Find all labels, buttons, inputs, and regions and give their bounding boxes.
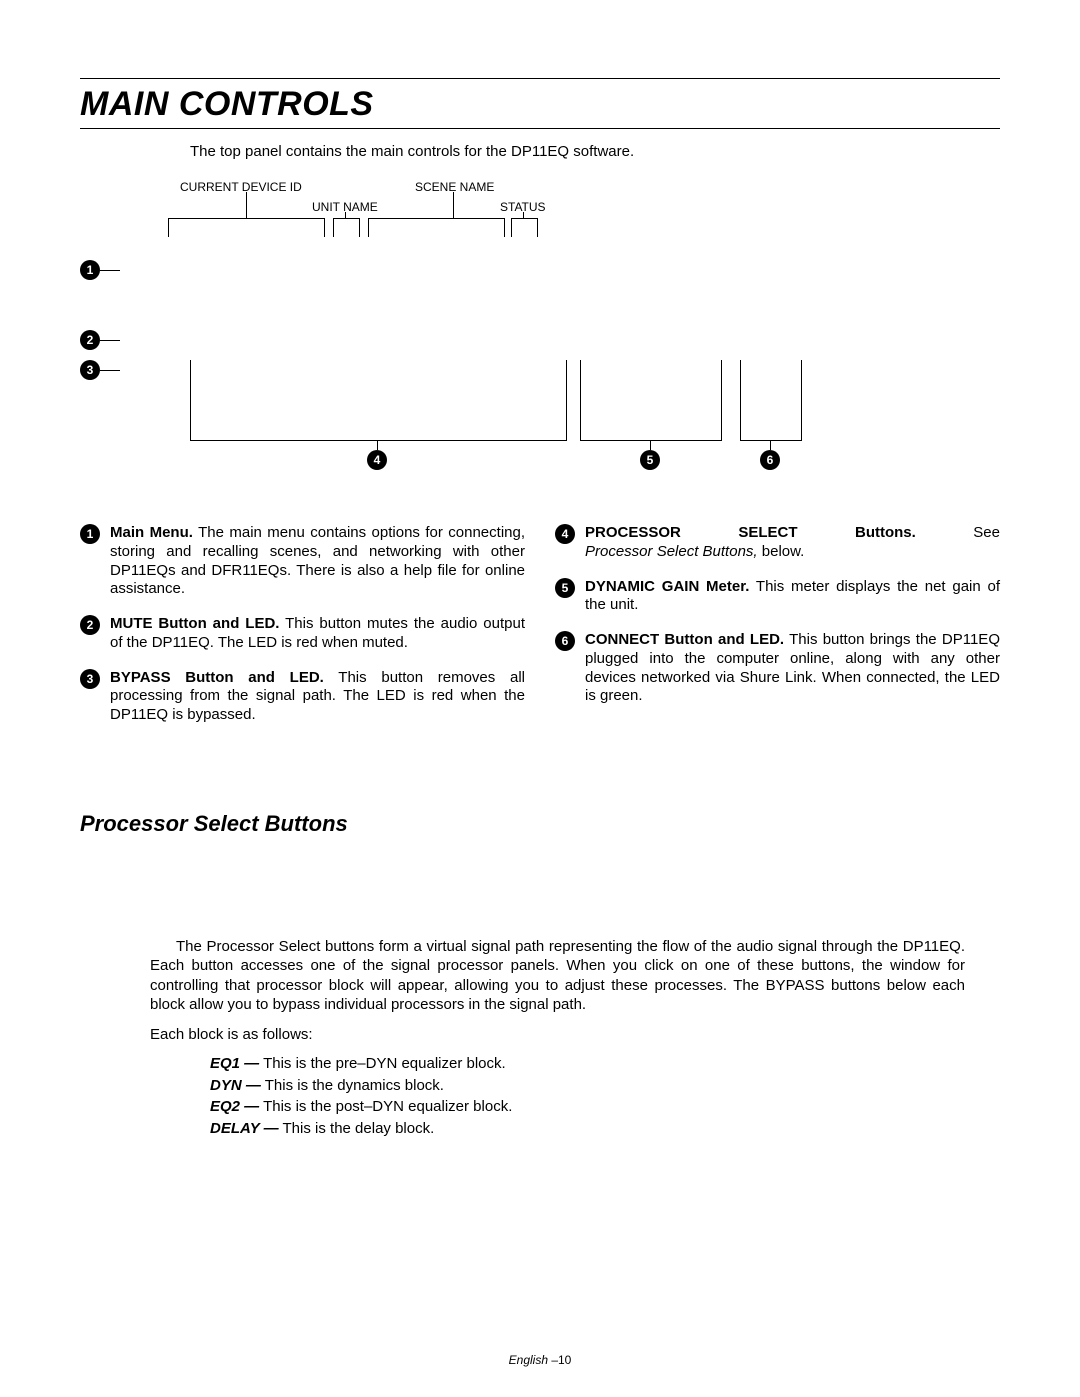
bracket-unit-name: [333, 218, 360, 237]
descriptions-left: 1 Main Menu. The main menu contains opti…: [80, 524, 525, 741]
subsection-body: The Processor Select buttons form a virt…: [150, 937, 965, 1139]
desc-title-1: Main Menu.: [110, 524, 193, 541]
block-eq1: EQ1 — This is the pre–DYN equalizer bloc…: [210, 1054, 965, 1074]
badge-5: 5: [640, 450, 660, 470]
desc-badge-5: 5: [555, 578, 575, 598]
desc-item-4: 4 PROCESSOR SELECT Buttons. See Processo…: [555, 524, 1000, 562]
desc-body-4: Processor Select Buttons,: [585, 543, 758, 560]
descriptions-right: 4 PROCESSOR SELECT Buttons. See Processo…: [555, 524, 1000, 741]
desc-tail-4: below.: [758, 543, 805, 560]
badge-3: 3: [80, 360, 100, 380]
block-list: EQ1 — This is the pre–DYN equalizer bloc…: [210, 1054, 965, 1138]
desc-item-2: 2 MUTE Button and LED. This button mutes…: [80, 615, 525, 653]
block-dyn: DYN — This is the dynamics block.: [210, 1076, 965, 1096]
block-delay: DELAY — This is the delay block.: [210, 1119, 965, 1139]
desc-i4-w3: Buttons.: [855, 524, 916, 541]
badge-2: 2: [80, 330, 100, 350]
desc-i4-w4: See: [973, 524, 1000, 543]
desc-item-5: 5 DYNAMIC GAIN Meter. This meter display…: [555, 578, 1000, 616]
desc-badge-3: 3: [80, 669, 100, 689]
block-eq1-name: EQ1 —: [210, 1055, 259, 1072]
desc-title-6: CONNECT Button and LED.: [585, 631, 784, 648]
desc-badge-4: 4: [555, 524, 575, 544]
desc-item-3: 3 BYPASS Button and LED. This button rem…: [80, 669, 525, 725]
intro-text: The top panel contains the main controls…: [190, 143, 1000, 160]
main-title: MAIN CONTROLS: [80, 85, 1000, 129]
desc-badge-6: 6: [555, 631, 575, 651]
block-eq2-desc: This is the post–DYN equalizer block.: [259, 1098, 512, 1115]
desc-i4-w1: PROCESSOR: [585, 524, 681, 541]
block-eq2: EQ2 — This is the post–DYN equalizer blo…: [210, 1097, 965, 1117]
desc-title-2: MUTE Button and LED.: [110, 615, 279, 632]
badge-6: 6: [760, 450, 780, 470]
drop-5: [650, 440, 651, 450]
desc-item-1: 1 Main Menu. The main menu contains opti…: [80, 524, 525, 599]
block-dyn-name: DYN —: [210, 1077, 261, 1094]
bracket-4: [190, 360, 567, 441]
bracket-5: [580, 360, 722, 441]
block-delay-name: DELAY —: [210, 1120, 279, 1137]
badge-4: 4: [367, 450, 387, 470]
badge-1: 1: [80, 260, 100, 280]
bracket-6: [740, 360, 802, 441]
bracket-scene-name: [368, 218, 505, 237]
block-eq2-name: EQ2 —: [210, 1098, 259, 1115]
footer-page: –10: [548, 1353, 571, 1367]
label-device-id: CURRENT DEVICE ID: [180, 180, 302, 194]
block-delay-desc: This is the delay block.: [279, 1120, 435, 1137]
bracket-status: [511, 218, 538, 237]
top-panel-diagram: CURRENT DEVICE ID UNIT NAME SCENE NAME S…: [80, 180, 1000, 510]
desc-title-5: DYNAMIC GAIN Meter.: [585, 578, 749, 595]
sub-lead: Each block is as follows:: [150, 1025, 965, 1045]
desc-i4-w2: SELECT: [738, 524, 797, 541]
badge-3-line: [100, 370, 120, 371]
badge-1-line: [100, 270, 120, 271]
drop-scene-name: [453, 192, 454, 218]
desc-badge-1: 1: [80, 524, 100, 544]
desc-title-3: BYPASS Button and LED.: [110, 669, 324, 686]
bracket-device-id: [168, 218, 325, 237]
page-footer: English –10: [0, 1353, 1080, 1367]
block-dyn-desc: This is the dynamics block.: [261, 1077, 444, 1094]
top-rule: [80, 78, 1000, 79]
subsection-title: Processor Select Buttons: [80, 811, 1000, 837]
sub-paragraph: The Processor Select buttons form a virt…: [150, 937, 965, 1015]
drop-6: [770, 440, 771, 450]
block-eq1-desc: This is the pre–DYN equalizer block.: [259, 1055, 506, 1072]
drop-4: [377, 440, 378, 450]
descriptions: 1 Main Menu. The main menu contains opti…: [80, 524, 1000, 741]
drop-device-id: [246, 192, 247, 218]
badge-2-line: [100, 340, 120, 341]
desc-badge-2: 2: [80, 615, 100, 635]
desc-item-6: 6 CONNECT Button and LED. This button br…: [555, 631, 1000, 706]
footer-lang: English: [509, 1353, 548, 1367]
label-scene-name: SCENE NAME: [415, 180, 494, 194]
